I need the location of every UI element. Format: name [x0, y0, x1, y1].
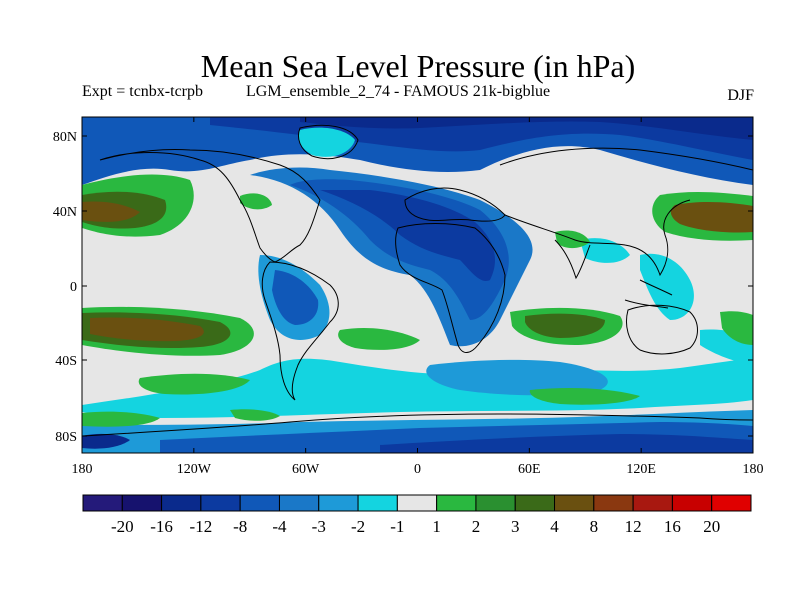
colorbar-swatch [82, 494, 123, 512]
lat-tick-label: 80N [53, 130, 77, 145]
lat-tick-label: 40S [55, 354, 77, 369]
colorbar-label: -2 [351, 517, 365, 536]
colorbar-label: -1 [390, 517, 404, 536]
colorbar-swatch [671, 494, 713, 512]
colorbar-label: 2 [472, 517, 481, 536]
lon-tick-label: 60E [518, 462, 541, 477]
colorbar-swatch [632, 494, 673, 512]
season-label: DJF [727, 87, 754, 104]
colorbar-swatch [711, 494, 752, 512]
map-axes: 80N 40N 0 40S 80S 180 120W 60W 0 60E 120E 180 [53, 117, 764, 477]
colorbar-label: -16 [150, 517, 173, 536]
run-label: LGM_ensemble_2_74 - FAMOUS 21k-bigblue [246, 83, 551, 100]
colorbar-swatch [593, 494, 634, 512]
colorbar-label: 20 [703, 517, 720, 536]
lat-tick-label: 40N [53, 205, 77, 220]
colorbar-label: -8 [233, 517, 247, 536]
colorbar-swatch [121, 494, 163, 512]
colorbar-swatch [396, 494, 438, 512]
lat-tick-label: 0 [70, 280, 77, 295]
colorbar-label: -4 [272, 517, 287, 536]
colorbar-swatch [554, 494, 595, 512]
lat-tick-label: 80S [55, 430, 77, 445]
lon-tick-label: 120E [626, 462, 656, 477]
colorbar-label: -3 [312, 517, 326, 536]
colorbar-swatch [436, 494, 477, 512]
colorbar-label: 16 [664, 517, 681, 536]
lon-tick-label: 60W [292, 462, 320, 477]
colorbar-swatch [475, 494, 516, 512]
map-title: Mean Sea Level Pressure (in hPa) [200, 48, 636, 84]
colorbar-label: -12 [190, 517, 213, 536]
colorbar: -20 -16 -12 -8 -4 -3 -2 -1 1 2 3 4 8 12 16 20 [82, 494, 752, 536]
colorbar-swatch [278, 494, 320, 512]
coastlines [82, 124, 753, 437]
colorbar-label: -20 [111, 517, 134, 536]
lon-tick-label: 120W [177, 462, 212, 477]
colorbar-label: 1 [432, 517, 441, 536]
colorbar-label: 8 [590, 517, 599, 536]
lon-tick-label: 180 [743, 462, 764, 477]
map-field [82, 117, 753, 453]
colorbar-label: 4 [550, 517, 559, 536]
colorbar-label: 3 [511, 517, 520, 536]
colorbar-label: 12 [625, 517, 642, 536]
experiment-label: Expt = tcnbx-tcrpb [82, 83, 203, 100]
lon-tick-label: 180 [72, 462, 93, 477]
lon-tick-label: 0 [414, 462, 421, 477]
colorbar-swatch [357, 494, 398, 512]
colorbar-swatch [161, 494, 202, 512]
colorbar-swatch [239, 494, 280, 512]
colorbar-swatch [200, 494, 241, 512]
colorbar-swatch [514, 494, 556, 512]
colorbar-swatch [318, 494, 359, 512]
